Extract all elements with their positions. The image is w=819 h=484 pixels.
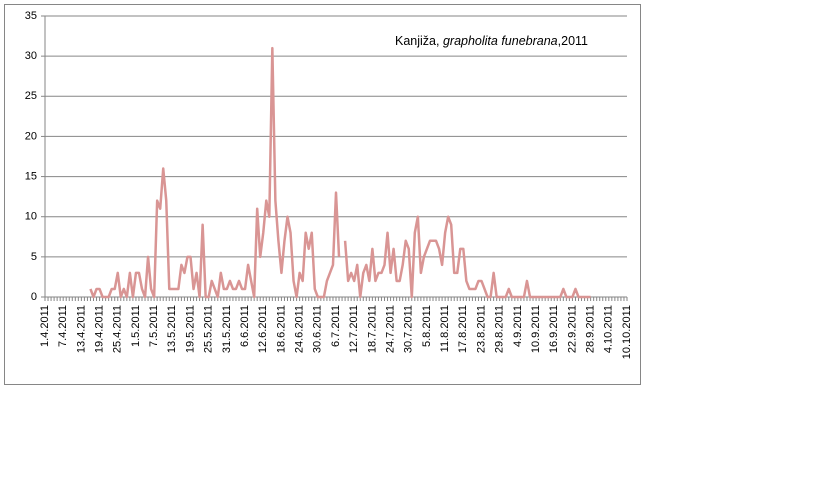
y-tick-label: 0 xyxy=(31,291,37,303)
chart-frame xyxy=(4,4,641,385)
chart-title: Kanjiža, grapholita funebrana,2011 xyxy=(395,34,588,48)
x-tick-label: 30.6.2011 xyxy=(312,305,324,353)
x-tick-label: 28.9.2011 xyxy=(585,305,597,353)
x-tick-label: 19.5.2011 xyxy=(184,305,196,353)
x-tick-label: 6.6.2011 xyxy=(239,305,251,347)
x-tick-label: 24.6.2011 xyxy=(294,305,306,353)
y-tick-label: 20 xyxy=(25,130,37,142)
x-tick-label: 4.10.2011 xyxy=(603,305,615,353)
x-tick-label: 11.8.2011 xyxy=(439,305,451,352)
title-part: grapholita funebrana xyxy=(443,34,558,48)
x-tick-label: 24.7.2011 xyxy=(384,305,396,353)
x-tick-label: 7.5.2011 xyxy=(148,305,160,347)
y-tick-label: 15 xyxy=(25,170,37,182)
x-tick-label: 23.8.2011 xyxy=(475,305,487,353)
x-tick-label: 12.7.2011 xyxy=(348,305,360,353)
x-tick-label: 6.7.2011 xyxy=(330,305,342,347)
y-tick-label: 30 xyxy=(25,50,37,62)
x-tick-label: 12.6.2011 xyxy=(257,305,269,353)
x-tick-label: 7.4.2011 xyxy=(57,305,69,347)
x-tick-label: 25.4.2011 xyxy=(112,305,124,353)
y-tick-label: 5 xyxy=(31,251,37,263)
y-tick-label: 25 xyxy=(25,90,37,102)
x-tick-label: 17.8.2011 xyxy=(457,305,469,353)
x-tick-label: 29.8.2011 xyxy=(494,305,506,353)
x-tick-label: 30.7.2011 xyxy=(403,305,415,353)
x-tick-label: 25.5.2011 xyxy=(203,305,215,353)
x-tick-label: 10.9.2011 xyxy=(530,305,542,353)
x-tick-label: 13.4.2011 xyxy=(75,305,87,353)
y-tick-label: 10 xyxy=(25,211,37,223)
y-tick-label: 35 xyxy=(25,10,37,22)
x-tick-label: 16.9.2011 xyxy=(548,305,560,353)
x-tick-label: 1.4.2011 xyxy=(39,305,51,347)
x-tick-label: 10.10.2011 xyxy=(621,305,633,359)
x-tick-label: 1.5.2011 xyxy=(130,305,142,347)
x-tick-label: 18.6.2011 xyxy=(275,305,287,353)
data-line xyxy=(89,46,591,299)
x-tick-label: 22.9.2011 xyxy=(566,305,578,353)
x-tick-label: 13.5.2011 xyxy=(166,305,178,353)
x-tick-label: 5.8.2011 xyxy=(421,305,433,347)
x-tick-label: 19.4.2011 xyxy=(93,305,105,353)
x-tick-label: 4.9.2011 xyxy=(512,305,524,347)
x-tick-label: 18.7.2011 xyxy=(366,305,378,353)
title-part: ,2011 xyxy=(558,34,588,48)
title-part: Kanjiža, xyxy=(395,34,443,48)
x-tick-label: 31.5.2011 xyxy=(221,305,233,353)
